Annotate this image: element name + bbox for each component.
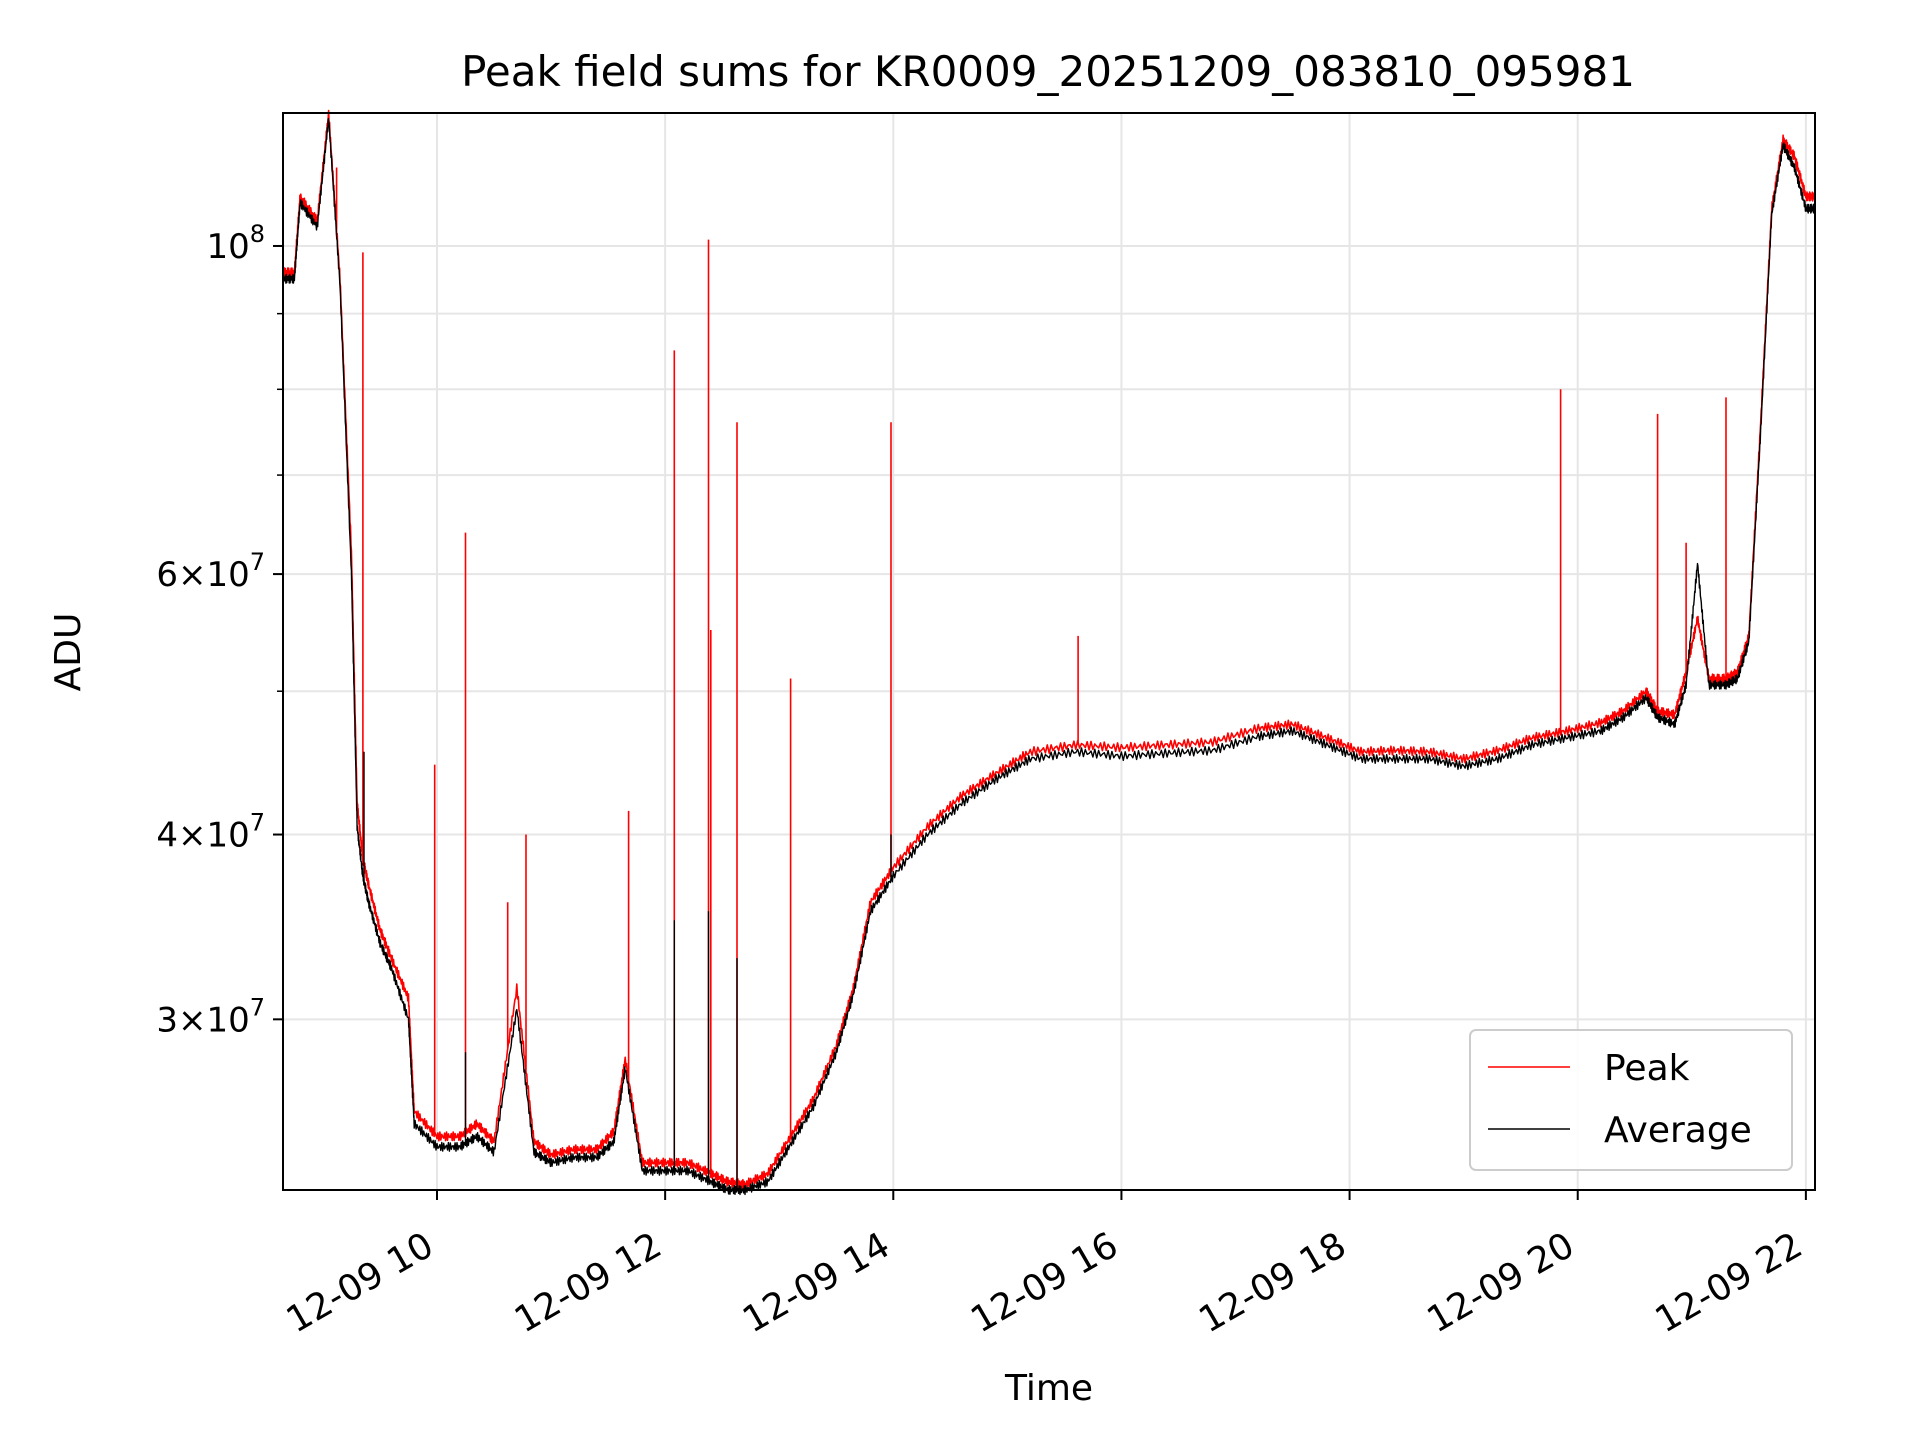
y-axis-label: ADU (48, 613, 89, 692)
chart-title: Peak field sums for KR0009_20251209_0838… (461, 47, 1635, 96)
series-line-peak (282, 109, 1816, 1189)
y-tick-label: 6×107 (156, 548, 265, 595)
series-line-average (282, 118, 1816, 1196)
y-tick-label: 4×107 (156, 809, 265, 856)
y-axis: 3×107 4×107 6×107 108 (156, 220, 283, 1040)
x-axis-label: Time (1004, 1368, 1093, 1409)
legend-box (1469, 1029, 1793, 1171)
y-tick-label: 3×107 (156, 993, 265, 1040)
legend-label-average: Average (1604, 1110, 1752, 1151)
series-layer (282, 109, 1816, 1196)
plot-frame (282, 112, 1816, 1191)
grid (283, 113, 1815, 1190)
legend-label-peak: Peak (1604, 1048, 1690, 1089)
legend: Peak Average (1469, 1029, 1793, 1171)
y-tick-label: 108 (206, 220, 265, 267)
